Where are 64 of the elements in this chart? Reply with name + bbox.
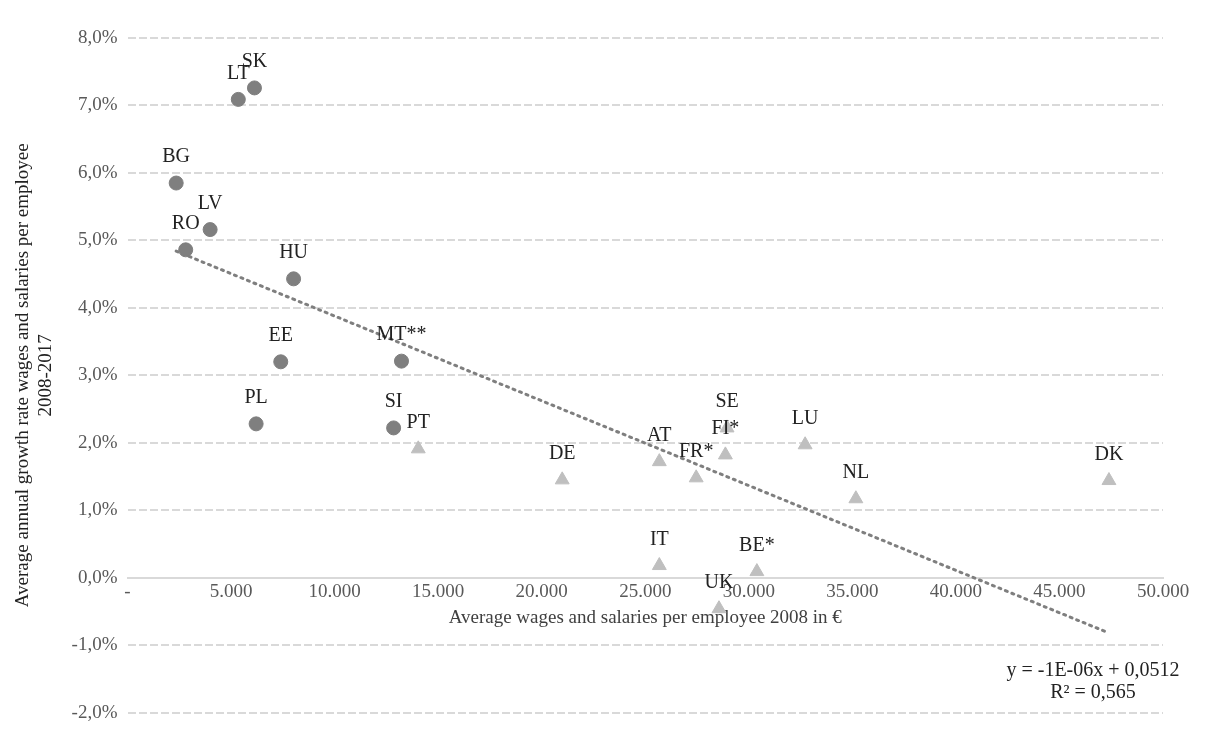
point (797, 436, 813, 450)
point (651, 453, 667, 467)
x-tick-label: 40.000 (929, 580, 983, 602)
annotation: PL (244, 385, 268, 408)
x-tick-label: 35.000 (826, 580, 879, 602)
point (1101, 472, 1117, 486)
x-tick-label: 25.000 (619, 580, 672, 602)
annotation: SI (384, 389, 403, 412)
annotation: DE (548, 441, 576, 464)
annotation: EE (268, 323, 293, 346)
annotation: NL (842, 460, 870, 482)
point (248, 416, 264, 432)
x-axis-title: Average wages and salaries per employee 2008 in € (448, 605, 843, 627)
point (554, 471, 570, 485)
x-tick-label: - (124, 580, 131, 602)
y-tick-label: 0,0% (77, 565, 118, 587)
y-tick-label: 8,0% (77, 25, 118, 47)
point (717, 446, 733, 460)
point (749, 563, 765, 577)
point (410, 440, 426, 454)
annotation: PT (406, 410, 430, 433)
y-tick-label: 2,0% (77, 430, 118, 452)
annotation: y = -1E-06x + 0,0512 (1006, 658, 1180, 681)
annotation: MT** (376, 322, 427, 345)
x-tick-label: 10.000 (308, 580, 361, 602)
x-tick-label: 15.000 (412, 580, 465, 602)
annotation: DK (1094, 441, 1124, 464)
point (178, 242, 194, 258)
y-tick-label: 4,0% (77, 295, 118, 317)
annotation: BG (162, 144, 191, 167)
point (386, 420, 402, 436)
point (230, 91, 246, 107)
x-tick-label: 45.000 (1033, 580, 1086, 602)
point (246, 80, 262, 96)
y-tick-label: -2,0% (71, 700, 118, 722)
x-tick-label: 20.000 (515, 580, 568, 602)
y-tick-label: 3,0% (77, 363, 118, 385)
y-tick-label: 6,0% (77, 160, 118, 182)
annotation: SE (715, 389, 739, 412)
annotation: FI* (711, 416, 740, 439)
annotation: R² = 0,565 (1050, 680, 1136, 702)
y-tick-label: 1,0% (77, 498, 118, 520)
point (168, 175, 184, 191)
point (651, 557, 667, 571)
y-axis-title: Average annual growth rate wages and salaries per employee 2008-2017 (11, 143, 56, 608)
y-tick-label: 5,0% (77, 228, 118, 250)
annotation: LU (791, 406, 820, 429)
annotation: AT (647, 422, 672, 445)
y-tick-label: 7,0% (77, 93, 118, 115)
annotation: FR* (678, 439, 714, 462)
x-tick-label: 50.000 (1136, 580, 1190, 602)
point (394, 353, 409, 369)
point (688, 469, 704, 483)
annotation: IT (649, 526, 669, 549)
annotation: BE* (739, 532, 775, 555)
point (273, 354, 289, 370)
point (286, 271, 302, 287)
annotation: LV (197, 190, 224, 213)
point (202, 222, 218, 238)
point (848, 490, 864, 504)
x-tick-label: 5.000 (209, 580, 253, 602)
y-tick-label: -1,0% (71, 633, 118, 655)
annotation: RO (171, 211, 200, 234)
annotation: HU (279, 240, 309, 263)
